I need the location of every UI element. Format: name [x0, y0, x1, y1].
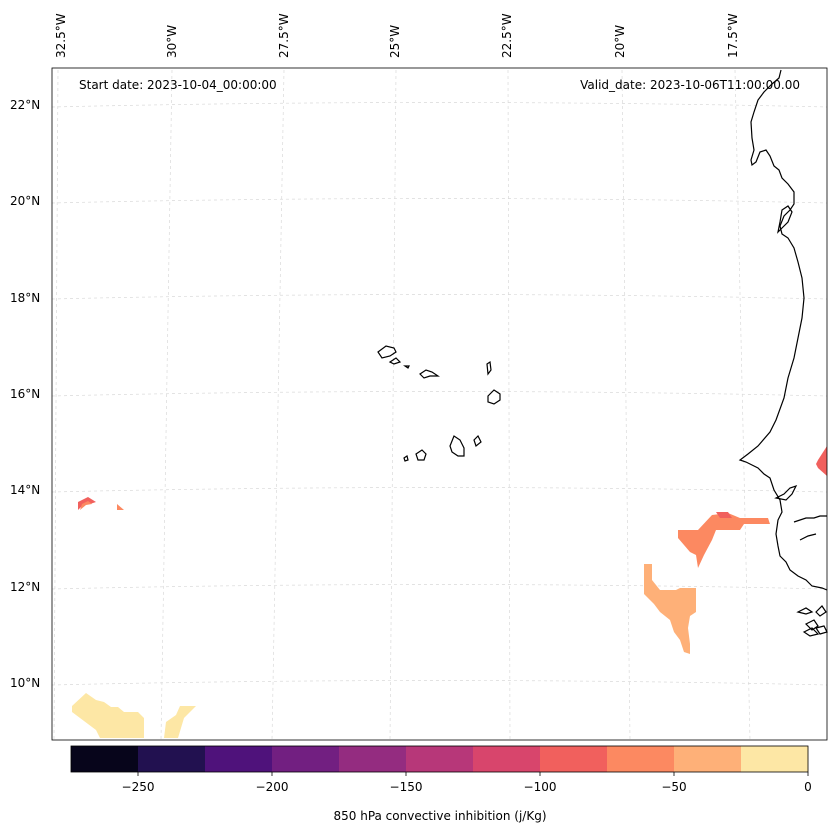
- coast-island-1: [796, 607, 814, 615]
- gridline-lat-14: [51, 487, 828, 493]
- gridline-lat-16: [51, 391, 828, 397]
- lat-label-14: 14°N: [10, 483, 41, 497]
- gridline-lat-20: [51, 198, 828, 204]
- island-santiago: [449, 435, 465, 457]
- lon-label-17-5: 17.5°W: [726, 13, 740, 58]
- gridline-lat-12: [51, 584, 828, 590]
- gridline-lat-22: [51, 102, 828, 108]
- lat-label-12: 12°N: [10, 580, 41, 594]
- island-santo-antao: [377, 345, 397, 359]
- colorbar-segment: [205, 746, 273, 772]
- colorbar: [70, 745, 809, 776]
- lat-label-10: 10°N: [10, 676, 41, 690]
- lat-label-20: 20°N: [10, 194, 41, 208]
- gridline-lon-32-5: [53, 69, 59, 741]
- coast-island-4: [802, 627, 820, 637]
- coastlines: [377, 69, 828, 637]
- colorbar-segment: [674, 746, 742, 772]
- island-maio: [473, 434, 482, 448]
- cin-patch-east-red-edge: [816, 446, 827, 476]
- gridline-lon-27-5: [271, 69, 285, 741]
- gridlines: [51, 69, 828, 741]
- colorbar-title: 850 hPa convective inhibition (j/Kg): [333, 809, 547, 823]
- gridline-lon-20: [621, 69, 631, 741]
- gridline-lon-30: [160, 69, 173, 741]
- coast-island-3: [815, 605, 827, 617]
- gridline-lon-17-5: [734, 69, 751, 741]
- map-frame: [51, 67, 828, 741]
- colorbar-frame: [70, 745, 809, 773]
- lon-label-27-5: 27.5°W: [277, 13, 291, 58]
- gridline-lon-25: [389, 69, 397, 741]
- cin-patch-west-a-inner: [80, 501, 92, 510]
- cin-patch-southwest: [72, 693, 144, 738]
- colorbar-segment: [540, 746, 608, 772]
- island-brava: [403, 455, 409, 462]
- colorbar-segment: [138, 746, 206, 772]
- gridline-lat-18: [51, 294, 828, 300]
- start-date-text: Start date: 2023-10-04_00:00:00: [79, 78, 277, 92]
- lon-label-25: 25°W: [388, 24, 402, 58]
- valid-date-text: Valid_date: 2023-10-06T11:00:00.00: [580, 78, 800, 92]
- gridline-lat-10: [51, 680, 828, 686]
- colorbar-segment: [71, 746, 139, 772]
- cin-patch-east-peach: [644, 564, 696, 654]
- coast-guinea-bissau-1: [793, 515, 827, 523]
- coast-western-sahara-bay: [777, 205, 793, 234]
- lat-label-18: 18°N: [10, 291, 41, 305]
- coast-island-2: [804, 619, 819, 631]
- lon-label-30: 30°W: [165, 24, 179, 58]
- cin-patches: [72, 446, 827, 738]
- colorbar-tick-label: 0: [804, 780, 812, 794]
- lat-label-16: 16°N: [10, 387, 41, 401]
- island-santa-luzia: [403, 365, 410, 369]
- cin-patch-east-orange: [678, 513, 770, 568]
- cin-patch-south: [164, 706, 196, 738]
- colorbar-tick-label: −50: [661, 780, 687, 794]
- coast-guinea-bissau-2: [799, 533, 817, 541]
- cin-patch-west-b: [117, 504, 124, 510]
- island-boa-vista: [487, 389, 501, 405]
- gridline-lon-22-5: [507, 69, 511, 741]
- island-fogo: [415, 449, 427, 461]
- colorbar-segment: [741, 746, 809, 772]
- island-sal: [486, 360, 492, 376]
- lat-label-22: 22°N: [10, 98, 41, 112]
- colorbar-tick-label: −100: [523, 780, 557, 794]
- coast-africa: [738, 69, 828, 591]
- colorbar-segment: [406, 746, 474, 772]
- colorbar-segment: [473, 746, 541, 772]
- cin-patch-east-red: [716, 512, 732, 518]
- island-sao-vicente: [388, 357, 402, 365]
- lon-label-22-5: 22.5°W: [500, 13, 514, 58]
- island-sao-nicolau: [419, 369, 440, 379]
- lon-label-20: 20°W: [613, 24, 627, 58]
- coast-gambia: [774, 484, 798, 501]
- colorbar-segment: [607, 746, 675, 772]
- colorbar-tick-label: −250: [121, 780, 155, 794]
- lon-label-32-5: 32.5°W: [54, 13, 68, 58]
- colorbar-segment: [272, 746, 340, 772]
- colorbar-tick-label: −150: [389, 780, 423, 794]
- coast-island-5: [815, 625, 828, 635]
- colorbar-segment: [339, 746, 407, 772]
- colorbar-tick-label: −200: [255, 780, 289, 794]
